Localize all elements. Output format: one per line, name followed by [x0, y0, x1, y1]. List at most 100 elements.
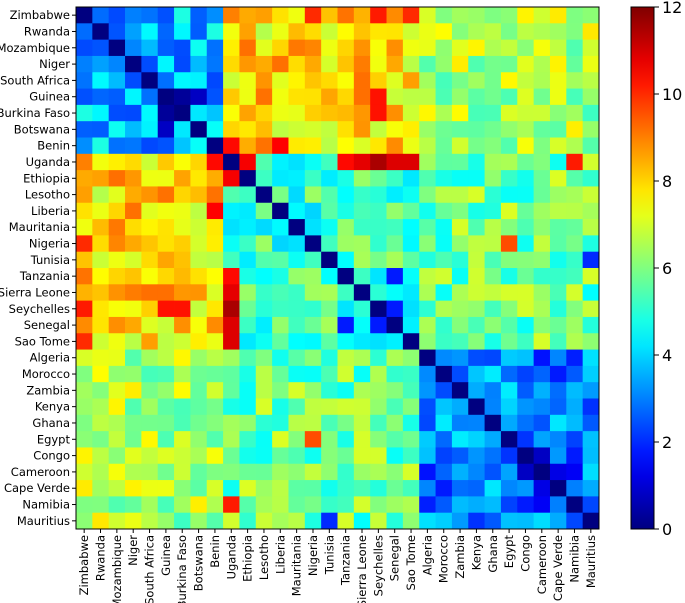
- heatmap-cell: [566, 235, 584, 253]
- heatmap-cell: [353, 398, 371, 416]
- heatmap-cell: [549, 39, 567, 57]
- heatmap-cell: [76, 121, 93, 138]
- heatmap-cell: [582, 202, 600, 220]
- heatmap-cell: [255, 104, 273, 122]
- heatmap-cell: [141, 7, 159, 24]
- heatmap-cell: [549, 55, 567, 73]
- heatmap-cell: [174, 251, 191, 269]
- heatmap-cell: [288, 219, 306, 236]
- heatmap-cell: [92, 153, 110, 171]
- heatmap-cell: [582, 268, 600, 285]
- heatmap-cell: [272, 121, 289, 138]
- heatmap-cell: [533, 398, 551, 416]
- heatmap-cell: [174, 7, 191, 24]
- heatmap-cell: [549, 251, 567, 269]
- heatmap-cell: [223, 121, 240, 138]
- heatmap-cell: [402, 202, 420, 220]
- heatmap-cell: [76, 170, 93, 187]
- heatmap-cell: [108, 7, 126, 24]
- heatmap-cell: [304, 39, 322, 57]
- heatmap-cell: [402, 121, 420, 138]
- heatmap-cell: [566, 398, 584, 416]
- heatmap-cell: [582, 72, 600, 89]
- y-tick-label: Guinea: [29, 90, 70, 104]
- heatmap-cell: [223, 186, 240, 204]
- heatmap-cell: [353, 414, 371, 432]
- heatmap-cell: [108, 268, 126, 285]
- heatmap-cell: [272, 170, 289, 187]
- heatmap-cell: [353, 512, 371, 530]
- heatmap-cell: [468, 512, 485, 530]
- heatmap-cell: [239, 349, 257, 367]
- heatmap-cell: [468, 447, 485, 465]
- heatmap-cell: [304, 202, 322, 220]
- heatmap-cell: [533, 316, 551, 334]
- heatmap-cell: [174, 382, 191, 399]
- heatmap-cell: [533, 349, 551, 367]
- heatmap-cell: [108, 398, 126, 416]
- heatmap-cell: [76, 104, 93, 122]
- heatmap-cell: [76, 398, 93, 416]
- heatmap-cell: [223, 202, 240, 220]
- heatmap-cell: [174, 88, 191, 106]
- heatmap-cell: [223, 447, 240, 465]
- heatmap-cell: [582, 39, 600, 57]
- y-tick-label: Zambia: [26, 383, 70, 397]
- heatmap-cell: [92, 170, 110, 187]
- heatmap-cell: [239, 284, 257, 302]
- heatmap-cell: [141, 121, 159, 138]
- heatmap-cell: [108, 447, 126, 465]
- heatmap-cell: [533, 235, 551, 253]
- heatmap-cell: [76, 284, 93, 302]
- heatmap-cell: [76, 447, 93, 465]
- heatmap-cell: [419, 382, 436, 399]
- heatmap-cell: [157, 284, 175, 302]
- heatmap-cell: [566, 170, 584, 187]
- heatmap-cell: [370, 480, 387, 497]
- heatmap-cell: [239, 251, 257, 269]
- heatmap-cell: [419, 7, 436, 24]
- heatmap-cell: [484, 23, 502, 41]
- heatmap-cell: [402, 137, 420, 155]
- heatmap-cell: [141, 55, 159, 73]
- heatmap-cell: [288, 235, 306, 253]
- heatmap-cell: [76, 431, 93, 448]
- heatmap-cell: [141, 153, 159, 171]
- heatmap-cell: [157, 349, 175, 367]
- heatmap-cell: [386, 496, 404, 514]
- heatmap-cell: [174, 72, 191, 89]
- heatmap-cell: [370, 235, 387, 253]
- heatmap-cell: [76, 316, 93, 334]
- heatmap-cell: [321, 121, 338, 138]
- x-tick-label: Zimbabwe: [77, 535, 91, 595]
- heatmap-cell: [304, 268, 322, 285]
- heatmap-cell: [566, 300, 584, 318]
- heatmap-cell: [190, 55, 208, 73]
- x-tick-label: Rwanda: [94, 535, 108, 581]
- heatmap-cell: [125, 202, 142, 220]
- heatmap-cell: [500, 300, 518, 318]
- y-tick-labels: Zimbabwe Rwanda Mozambique Niger South Afric…: [0, 8, 76, 528]
- heatmap-cell: [304, 153, 322, 171]
- heatmap-cell: [239, 480, 257, 497]
- heatmap-cell: [272, 219, 289, 236]
- heatmap-cell: [76, 414, 93, 432]
- heatmap-cell: [92, 137, 110, 155]
- heatmap-cell: [272, 480, 289, 497]
- heatmap-cell: [451, 284, 469, 302]
- heatmap-cell: [190, 219, 208, 236]
- heatmap-cell: [386, 480, 404, 497]
- heatmap-cell: [223, 382, 240, 399]
- heatmap-cell: [468, 431, 485, 448]
- heatmap-cell: [92, 463, 110, 481]
- heatmap-cell: [125, 431, 142, 448]
- heatmap-cell: [533, 104, 551, 122]
- heatmap-cell: [386, 512, 404, 530]
- heatmap-cell: [517, 39, 535, 57]
- heatmap-cell: [239, 235, 257, 253]
- x-tick-label: Egypt: [502, 535, 516, 569]
- heatmap-cell: [533, 268, 551, 285]
- heatmap-cell: [549, 170, 567, 187]
- heatmap-cell: [451, 137, 469, 155]
- heatmap-cell: [435, 365, 453, 383]
